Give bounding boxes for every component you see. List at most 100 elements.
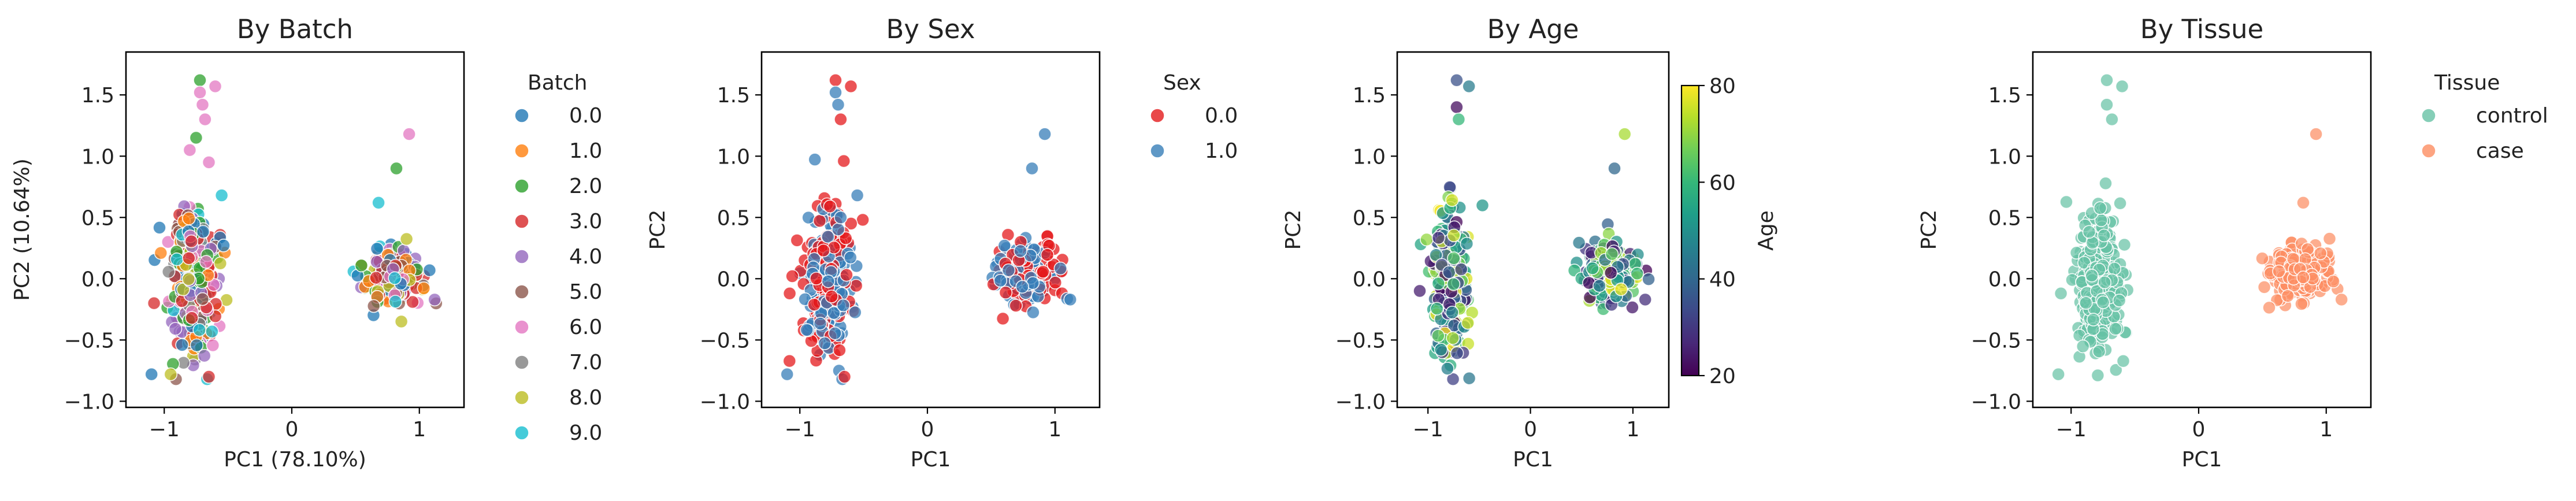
scatter-point: [164, 367, 178, 381]
scatter-point: [170, 252, 184, 266]
legend-marker: [514, 249, 529, 264]
colorbar-tick-label: 80: [1709, 75, 1736, 98]
scatter-point: [829, 86, 842, 99]
scatter-point: [1014, 244, 1027, 258]
scatter-point: [183, 143, 197, 157]
y-axis-label: PC2: [1282, 210, 1305, 250]
scatter-point: [812, 214, 827, 228]
colorbar-tick-label: 40: [1709, 268, 1736, 292]
scatter-point: [827, 306, 841, 320]
scatter-point: [1450, 346, 1464, 361]
scatter-point: [1450, 73, 1464, 87]
scatter-point: [2059, 195, 2073, 209]
scatter-point: [182, 251, 196, 265]
scatter-point: [2051, 367, 2065, 381]
scatter-point: [196, 225, 210, 239]
panel-2: −1 0 1 −1.0 −0.5 0.0 0.5 1.0 1.5 By Age PC1 PC2 20 40…: [1282, 14, 1778, 472]
x-tick-label: 1: [413, 418, 426, 441]
x-tick-label: −1: [149, 418, 180, 441]
scatter-point: [801, 210, 815, 225]
y-tick-label: 0.0: [81, 268, 114, 291]
axes-frame: [125, 51, 465, 409]
scatter-point: [2109, 322, 2122, 336]
scatter-point: [821, 274, 836, 288]
scatter-point: [1446, 372, 1460, 387]
y-tick-label: −1.0: [1971, 390, 2021, 414]
legend-marker: [514, 108, 529, 123]
legend-label: 9.0: [569, 421, 602, 445]
scatter-point: [154, 246, 168, 260]
scatter-point: [2107, 262, 2121, 276]
legend-label: 6.0: [569, 316, 602, 339]
y-axis-label: PC2: [1917, 210, 1941, 250]
legend-title: Batch: [528, 71, 587, 95]
scatter-point: [1593, 279, 1606, 293]
scatter-point: [1431, 329, 1445, 343]
scatter-point: [1586, 261, 1599, 276]
scatter-point: [1608, 161, 1621, 176]
scatter-point: [184, 234, 199, 248]
y-tick-label: 0.5: [1353, 206, 1386, 230]
y-tick-label: 1.0: [717, 145, 750, 169]
legend-marker: [514, 355, 529, 370]
scatter-point: [2322, 232, 2337, 246]
scatter-point: [856, 213, 870, 227]
x-tick-label: −1: [785, 418, 815, 441]
scatter-point: [144, 367, 159, 381]
legend: Batch 0.0 1.0 2.0 3.0 4.0 5.0 6.0 7.0 8.0 9.0: [514, 71, 602, 445]
scatter-point: [785, 269, 799, 283]
legend-marker: [1150, 108, 1165, 123]
scatter-point: [2082, 225, 2096, 239]
scatter-point: [2281, 289, 2295, 303]
points-layer: [2051, 73, 2348, 383]
scatter-point: [214, 188, 229, 202]
scatter-point: [2113, 196, 2127, 210]
colorbar-tick-label: 60: [1709, 171, 1736, 195]
scatter-point: [1614, 282, 1628, 296]
scatter-point: [818, 336, 832, 350]
axes-frame: [1396, 51, 1670, 409]
scatter-point: [213, 256, 228, 270]
legend-label: 2.0: [569, 175, 602, 198]
scatter-point: [834, 112, 848, 127]
scatter-point: [195, 292, 210, 306]
y-tick-label: 0.5: [1988, 206, 2021, 230]
scatter-point: [836, 298, 851, 313]
scatter-point: [399, 232, 414, 246]
scatter-point: [2054, 286, 2068, 300]
scatter-point: [831, 98, 845, 112]
scatter-point: [394, 314, 409, 329]
y-tick-label: 1.0: [1988, 145, 2021, 169]
scatter-point: [1430, 302, 1444, 316]
axes-frame: [2032, 51, 2372, 409]
legend-marker: [2421, 143, 2436, 158]
scatter-point: [2096, 295, 2110, 310]
y-tick-label: −0.5: [1335, 329, 1386, 352]
chart-title: By Age: [1487, 14, 1579, 44]
x-axis-label: PC1: [911, 448, 951, 472]
scatter-point: [1001, 263, 1016, 277]
scatter-point: [810, 272, 823, 285]
scatter-point: [2334, 292, 2348, 307]
scatter-point: [813, 317, 827, 331]
y-tick-label: 1.0: [1353, 145, 1386, 169]
scatter-point: [837, 370, 852, 384]
y-tick-label: −1.0: [1335, 390, 1386, 414]
scatter-point: [369, 270, 383, 285]
legend-title: Sex: [1163, 71, 1201, 95]
scatter-point: [1025, 161, 1039, 176]
scatter-point: [823, 199, 837, 214]
scatter-point: [1446, 331, 1460, 345]
legend-label: 5.0: [569, 280, 602, 304]
scatter-point: [1420, 232, 1434, 247]
scatter-point: [849, 279, 863, 293]
points-layer: [1413, 73, 1656, 387]
scatter-point: [2092, 344, 2106, 359]
y-tick-label: −1.0: [700, 390, 750, 414]
scatter-point: [838, 231, 853, 246]
panel-1: −1 0 1−1.0−0.50.00.51.01.5By SexPC1PC2Sex0…: [646, 14, 1238, 472]
colorbar-tick-label: 20: [1709, 365, 1736, 388]
panel-3: −1 0 1 −1.0 −0.5 0.0 0.5 1.0 1.5 By Tissue PC1 PC2 T…: [1917, 14, 2548, 472]
y-tick-label: 0.0: [1353, 268, 1386, 291]
